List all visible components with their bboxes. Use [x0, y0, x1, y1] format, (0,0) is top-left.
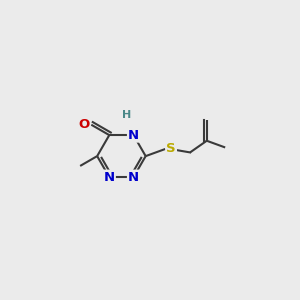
Text: N: N [128, 129, 139, 142]
Text: O: O [79, 118, 90, 130]
Text: N: N [104, 171, 115, 184]
Text: H: H [122, 110, 131, 120]
Text: N: N [128, 171, 139, 184]
Text: S: S [167, 142, 176, 154]
